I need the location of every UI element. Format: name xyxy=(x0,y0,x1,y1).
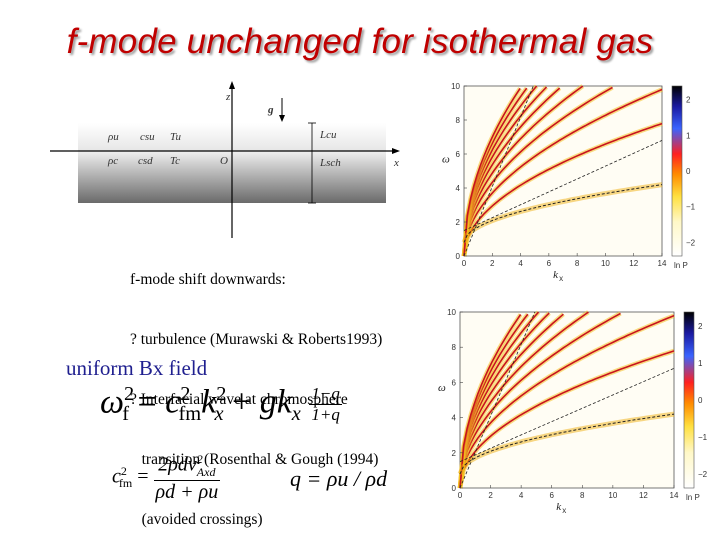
note-line: f-mode shift downwards: xyxy=(130,270,382,290)
y-axis-label: ω xyxy=(438,382,446,394)
colorbar-tick-label: −1 xyxy=(686,203,696,212)
x-tick-label: 2 xyxy=(488,491,493,500)
x-tick-label: 0 xyxy=(462,259,467,268)
colorbar-unit: ln P xyxy=(674,261,688,270)
lower-c: csd xyxy=(138,155,153,167)
colorbar-tick-label: −1 xyxy=(698,433,708,442)
z-axis-label: z xyxy=(225,91,231,103)
y-axis-label: ω xyxy=(442,154,450,166)
x-tick-label: 12 xyxy=(639,491,648,500)
two-layer-diagram: z x g O ρu csu Tu Lcu ρc csd Tc Lsch xyxy=(50,78,420,238)
colorbar-tick-label: −2 xyxy=(698,470,708,479)
dispersion-equation: ω2f = c2fmk2x + gkx 1−q 1+q xyxy=(100,383,342,426)
y-tick-label: 10 xyxy=(447,308,456,317)
y-tick-label: 10 xyxy=(451,82,460,91)
upper-height: Lcu xyxy=(319,129,337,141)
x-tick-label: 8 xyxy=(575,259,580,268)
lower-height: Lsch xyxy=(319,157,341,169)
x-tick-label: 6 xyxy=(549,491,554,500)
x-tick-label: 0 xyxy=(458,491,463,500)
cfm-equation: c2fm = 2ρdv2Axd ρd + ρu xyxy=(112,452,220,504)
colorbar-tick-label: 0 xyxy=(698,396,703,405)
q-equation: q = ρu / ρd xyxy=(290,466,387,492)
slide-title: f-mode unchanged for isothermal gas xyxy=(0,22,720,62)
colorbar xyxy=(684,312,694,488)
colorbar-unit: ln P xyxy=(686,493,700,502)
gravity-arrowhead xyxy=(279,115,285,122)
x-tick-label: 4 xyxy=(519,491,524,500)
x-tick-label: 10 xyxy=(601,259,610,268)
x-tick-label: 12 xyxy=(629,259,638,268)
origin-label: O xyxy=(220,155,228,167)
y-tick-label: 4 xyxy=(456,184,461,193)
x-tick-label: 2 xyxy=(490,259,495,268)
y-tick-label: 8 xyxy=(452,343,457,352)
upper-c: csu xyxy=(140,131,155,143)
y-tick-label: 6 xyxy=(452,378,457,387)
x-tick-label: 14 xyxy=(658,259,667,268)
x-axis-label-sub: x xyxy=(559,274,563,283)
y-tick-label: 2 xyxy=(452,449,457,458)
colorbar-tick-label: 2 xyxy=(698,322,703,331)
colorbar-tick-label: 0 xyxy=(686,167,691,176)
y-tick-label: 0 xyxy=(452,484,457,493)
lower-rho: ρc xyxy=(107,155,118,167)
y-tick-label: 8 xyxy=(456,116,461,125)
x-axis-label-sub: x xyxy=(562,506,566,515)
upper-rho: ρu xyxy=(107,131,119,143)
colorbar-tick-label: 2 xyxy=(686,96,691,105)
x-tick-label: 4 xyxy=(518,259,523,268)
upper-T: Tu xyxy=(170,131,182,143)
lower-T: Tc xyxy=(170,155,180,167)
x-tick-label: 6 xyxy=(547,259,552,268)
colorbar-tick-label: −2 xyxy=(686,238,696,247)
field-label: uniform Bx field xyxy=(66,356,207,381)
y-tick-label: 4 xyxy=(452,414,457,423)
colorbar xyxy=(672,86,682,256)
note-line: ? turbulence (Murawski & Roberts1993) xyxy=(130,330,382,350)
y-tick-label: 0 xyxy=(456,252,461,261)
y-tick-label: 2 xyxy=(456,218,461,227)
colorbar-tick-label: 1 xyxy=(698,359,703,368)
z-axis-arrow xyxy=(229,81,235,89)
note-line: (avoided crossings) xyxy=(130,510,382,530)
x-tick-label: 14 xyxy=(670,491,679,500)
x-axis-label: x xyxy=(393,157,399,169)
y-tick-label: 6 xyxy=(456,150,461,159)
colorbar-tick-label: 1 xyxy=(686,131,691,140)
gravity-label: g xyxy=(267,104,274,116)
x-tick-label: 10 xyxy=(608,491,617,500)
x-tick-label: 8 xyxy=(580,491,585,500)
x-axis-arrow xyxy=(392,148,400,154)
